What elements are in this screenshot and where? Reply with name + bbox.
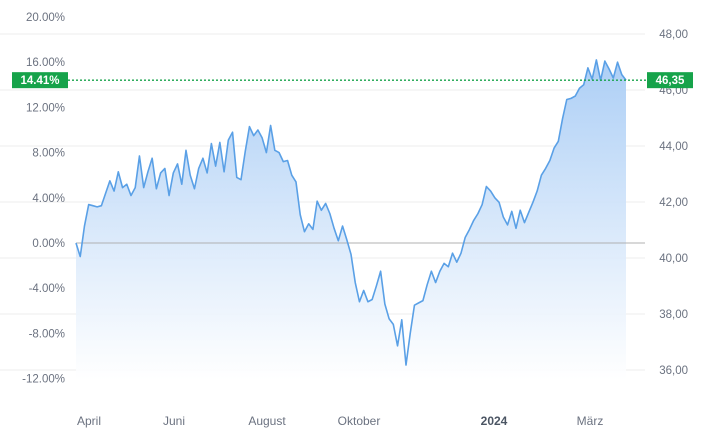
current-price-badge [647, 72, 693, 89]
x-axis-months: April Juni August Oktober 2024 März [77, 414, 603, 428]
left-tick-label: 12.00% [26, 102, 65, 114]
current-percent-badge [12, 72, 68, 89]
x-tick-label: April [77, 414, 101, 428]
left-tick-label: 0.00% [32, 238, 65, 250]
left-tick-label: -12.00% [22, 374, 65, 386]
left-axis-percent: 20.00% 16.00% 12.00% 8.00% 4.00% 0.00% -4.00% -… [22, 12, 65, 386]
right-tick-label: 40,00 [659, 253, 688, 265]
left-tick-label: -8.00% [29, 328, 65, 340]
current-value-markers: 14.41% 46,35 [12, 72, 693, 89]
left-tick-label: 20.00% [26, 12, 65, 24]
right-tick-label: 48,00 [659, 29, 688, 41]
x-tick-label: August [248, 414, 286, 428]
x-tick-label: Juni [163, 414, 185, 428]
area-fill [76, 59, 626, 380]
left-tick-label: 4.00% [32, 193, 65, 205]
x-tick-label: März [577, 414, 604, 428]
left-tick-label: 8.00% [32, 148, 65, 160]
current-price-label: 46,35 [656, 75, 685, 87]
current-percent-label: 14.41% [20, 75, 59, 87]
x-tick-label: Oktober [338, 414, 381, 428]
area-fill-layer [76, 59, 626, 380]
left-tick-label: 16.00% [26, 57, 65, 69]
right-tick-label: 38,00 [659, 309, 688, 321]
x-tick-label: 2024 [481, 414, 508, 428]
left-tick-label: -4.00% [29, 283, 65, 295]
series-line [75, 59, 627, 366]
right-tick-label: 36,00 [659, 365, 688, 377]
right-tick-label: 44,00 [659, 141, 688, 153]
price-line-layer [75, 59, 645, 366]
right-tick-label: 42,00 [659, 197, 688, 209]
